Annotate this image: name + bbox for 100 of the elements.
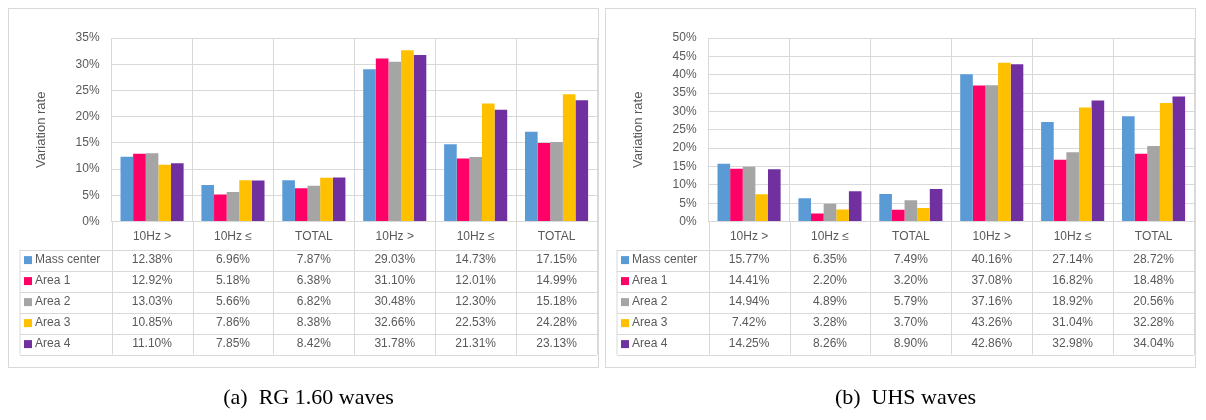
y-tick-label: 0% — [679, 213, 697, 228]
legend-label: Area 2 — [35, 294, 71, 309]
bar — [1091, 100, 1105, 222]
bar — [1134, 153, 1148, 222]
data-label: 29.03% — [374, 252, 416, 267]
data-label: 15.18% — [536, 294, 578, 309]
y-tick-label: 35% — [672, 85, 697, 100]
data-label: 14.25% — [728, 336, 770, 351]
bar — [575, 100, 589, 222]
text: (b) UHS waves — [834, 384, 977, 409]
x-tick-label: 10Hz ≤ — [1053, 229, 1093, 244]
legend-label: Area 2 — [632, 294, 668, 309]
x-tick-label: 10Hz ≤ — [456, 229, 496, 244]
bar — [1053, 159, 1067, 222]
bar — [1041, 121, 1054, 222]
x-tick-label: 10Hz > — [375, 229, 414, 244]
bar — [904, 200, 918, 222]
bar — [879, 194, 892, 222]
bar — [891, 209, 905, 222]
x-tick-label: TOTAL — [295, 229, 333, 244]
data-label: 31.78% — [374, 336, 416, 351]
y-tick-label: 50% — [672, 30, 697, 45]
bar — [158, 164, 171, 222]
data-label: 7.85% — [215, 336, 251, 351]
bar — [1010, 64, 1024, 222]
data-label: 8.42% — [296, 336, 332, 351]
y-tick-label: 10% — [672, 177, 697, 192]
y-axis-title: Variation rate — [630, 91, 646, 168]
data-label: 14.41% — [728, 273, 770, 288]
bar — [456, 158, 470, 222]
x-tick-label: TOTAL — [537, 229, 576, 244]
bar — [133, 153, 146, 222]
bar — [214, 194, 227, 222]
x-tick-label: TOTAL — [892, 229, 930, 244]
data-label: 3.20% — [893, 273, 929, 288]
bar — [811, 213, 824, 222]
data-label: 18.48% — [1133, 273, 1175, 288]
data-label: 31.04% — [1052, 315, 1094, 330]
data-label: 37.16% — [971, 294, 1013, 309]
y-tick-label: 10% — [75, 161, 100, 176]
data-label: 5.18% — [215, 273, 251, 288]
bar — [363, 69, 376, 222]
bar — [388, 61, 402, 222]
legend-label: Area 1 — [35, 273, 71, 288]
y-tick-label: 5% — [679, 195, 697, 210]
y-tick-label: 5% — [82, 187, 100, 202]
y-axis-title: Variation rate — [33, 91, 49, 168]
bar — [1172, 96, 1186, 222]
bar — [120, 156, 134, 222]
x-tick-label: 10Hz ≤ — [213, 229, 253, 244]
bar — [413, 54, 427, 222]
legend-label: Mass center — [632, 252, 698, 267]
bar — [444, 144, 457, 222]
bar — [717, 163, 731, 222]
data-label: 7.86% — [215, 315, 251, 330]
data-label: 32.66% — [374, 315, 416, 330]
y-tick-label: 15% — [672, 158, 697, 173]
data-label: 24.28% — [536, 315, 578, 330]
bar — [145, 153, 159, 222]
bar — [848, 191, 862, 222]
data-label: 12.01% — [455, 273, 497, 288]
data-label: 23.13% — [536, 336, 578, 351]
data-label: 43.26% — [971, 315, 1013, 330]
y-tick-label: 40% — [672, 67, 697, 82]
x-tick-label: TOTAL — [1134, 229, 1173, 244]
data-label: 17.15% — [536, 252, 578, 267]
data-label: 12.38% — [131, 252, 173, 267]
legend-label: Area 1 — [632, 273, 668, 288]
y-tick-label: 30% — [75, 56, 100, 71]
bar — [375, 58, 389, 222]
y-tick-label: 15% — [75, 135, 100, 150]
data-label: 5.79% — [893, 294, 929, 309]
bar — [525, 131, 538, 222]
bar — [798, 198, 812, 222]
legend-label: Area 3 — [35, 315, 71, 330]
bar — [562, 94, 576, 222]
bar — [755, 194, 768, 222]
bar — [282, 180, 295, 222]
data-label: 31.10% — [374, 273, 416, 288]
data-label: 22.53% — [455, 315, 497, 330]
x-tick-label: 10Hz > — [972, 229, 1011, 244]
bar — [1159, 103, 1173, 222]
bar — [494, 109, 508, 222]
data-label: 20.56% — [1133, 294, 1175, 309]
data-label: 12.30% — [455, 294, 497, 309]
bar — [469, 157, 482, 222]
data-label: 40.16% — [971, 252, 1013, 267]
data-label: 8.26% — [812, 336, 848, 351]
data-label: 3.28% — [812, 315, 848, 330]
bar — [251, 180, 265, 222]
data-label: 3.70% — [893, 315, 929, 330]
bar — [960, 74, 973, 222]
data-label: 15.77% — [728, 252, 770, 267]
data-label: 14.73% — [455, 252, 497, 267]
y-tick-label: 30% — [672, 103, 697, 118]
data-label: 30.48% — [374, 294, 416, 309]
legend-label: Area 4 — [632, 336, 668, 351]
bar — [332, 177, 346, 222]
bar — [836, 209, 849, 222]
y-tick-label: 20% — [75, 109, 100, 123]
